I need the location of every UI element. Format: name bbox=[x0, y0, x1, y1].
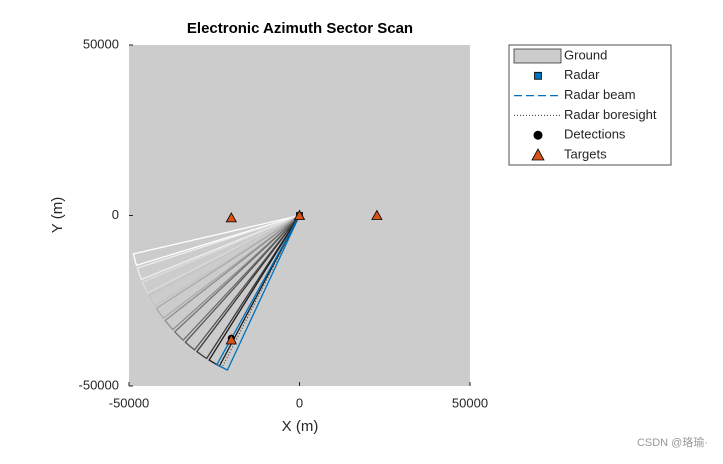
watermark: CSDN @珞瑜· bbox=[637, 435, 708, 449]
legend-label: Radar beam bbox=[564, 87, 636, 102]
legend-label: Radar bbox=[564, 67, 600, 82]
legend-label: Ground bbox=[564, 47, 607, 62]
legend-label: Radar boresight bbox=[564, 107, 657, 122]
radar-beam bbox=[148, 214, 300, 307]
y-tick-label: -50000 bbox=[79, 377, 119, 392]
legend-swatch bbox=[534, 71, 542, 80]
target bbox=[293, 209, 306, 220]
target bbox=[225, 212, 237, 223]
y-tick-label: 0 bbox=[112, 207, 119, 222]
radar-beam bbox=[215, 215, 301, 371]
radar-beam bbox=[164, 214, 300, 331]
legend-label: Targets bbox=[564, 146, 607, 161]
target bbox=[371, 209, 383, 220]
x-tick-label: -50000 bbox=[109, 395, 149, 410]
radar-beam bbox=[132, 214, 300, 267]
y-tick-label: 50000 bbox=[83, 36, 119, 51]
chart-title: Electronic Azimuth Sector Scan bbox=[187, 20, 413, 37]
legend-box bbox=[508, 44, 672, 166]
x-tick-label: 50000 bbox=[452, 395, 488, 410]
radar-beam bbox=[195, 215, 301, 360]
legend-swatch bbox=[513, 48, 562, 64]
radar-beam bbox=[141, 214, 300, 294]
target bbox=[225, 334, 237, 345]
y-axis-label: Y (m) bbox=[49, 197, 66, 233]
legend-label: Detections bbox=[564, 127, 626, 142]
radar-beam bbox=[173, 215, 300, 342]
radar-beam bbox=[155, 214, 300, 320]
radar-beam bbox=[136, 214, 300, 281]
x-axis-label: X (m) bbox=[282, 418, 319, 435]
legend-swatch bbox=[533, 130, 543, 140]
x-tick-label: 0 bbox=[296, 395, 303, 410]
legend-swatch bbox=[531, 148, 545, 161]
radar-beam bbox=[184, 215, 301, 351]
